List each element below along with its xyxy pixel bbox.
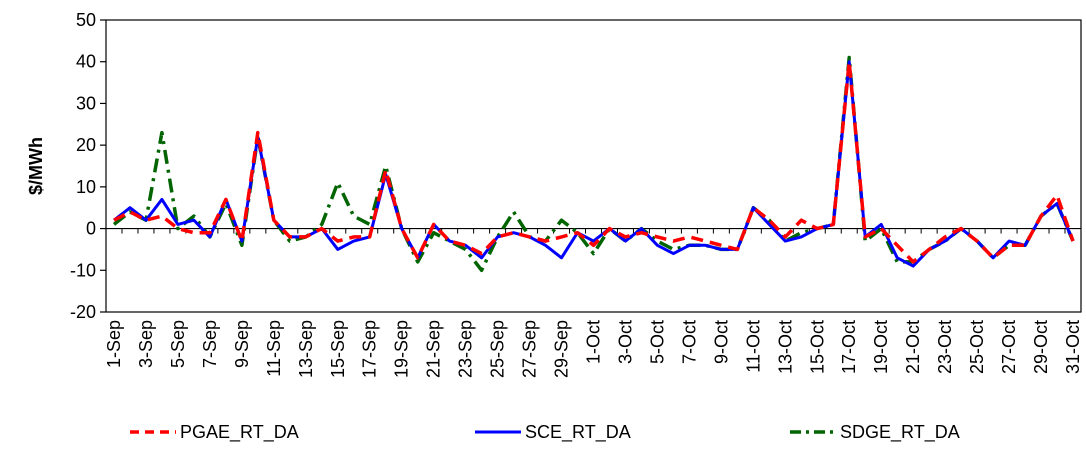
x-tick-label: 5-Oct	[647, 320, 667, 364]
y-axis-title: $/MWh	[26, 137, 46, 195]
y-tick-label: -20	[70, 302, 96, 322]
x-tick-label: 1-Oct	[584, 320, 604, 364]
x-tick-label: 25-Oct	[967, 320, 987, 374]
x-tick-label: 13-Oct	[775, 320, 795, 374]
x-tick-label: 21-Sep	[424, 320, 444, 378]
x-tick-label: 19-Sep	[392, 320, 412, 378]
y-axis: -20 -10 0 10 20 30 40 50	[70, 10, 106, 322]
x-tick-label: 21-Oct	[903, 320, 923, 374]
x-tick-label: 3-Oct	[615, 320, 635, 364]
x-tick-label: 11-Oct	[743, 320, 763, 373]
x-tick-label: 1-Sep	[104, 320, 124, 368]
y-tick-label: 40	[76, 52, 96, 72]
x-tick-label: 9-Oct	[711, 320, 731, 364]
x-tick-label: 5-Sep	[168, 320, 188, 368]
legend-label: SDGE_RT_DA	[840, 422, 960, 443]
legend: PGAE_RT_DA SCE_RT_DA SDGE_RT_DA	[130, 422, 960, 443]
x-tick-label: 9-Sep	[232, 320, 252, 368]
plot-frame	[105, 19, 1082, 313]
x-tick-label: 23-Oct	[935, 320, 955, 374]
y-tick-label: 30	[76, 93, 96, 113]
x-tick-label: 15-Sep	[328, 320, 348, 378]
x-tick-label: 31-Oct	[1063, 320, 1083, 374]
x-tick-label: 19-Oct	[871, 320, 891, 374]
y-tick-label: 10	[76, 177, 96, 197]
y-tick-label: -10	[70, 260, 96, 280]
x-tick-label: 27-Oct	[999, 320, 1019, 374]
series-line-pgae-rt-da	[113, 59, 1075, 264]
x-tick-label: 23-Sep	[456, 320, 476, 378]
x-tick-label: 11-Sep	[264, 320, 284, 377]
x-tick-label: 7-Sep	[200, 320, 220, 368]
plot-area	[105, 19, 1082, 313]
y-tick-label: 20	[76, 135, 96, 155]
x-tick-label: 17-Sep	[360, 320, 380, 378]
x-tick-label: 25-Sep	[488, 320, 508, 378]
x-tick-label: 3-Sep	[136, 320, 156, 368]
y-tick-label: 50	[76, 10, 96, 30]
legend-label: SCE_RT_DA	[525, 422, 631, 443]
x-tick-label: 29-Sep	[552, 320, 572, 378]
x-tick-label: 15-Oct	[807, 320, 827, 374]
x-tick-label: 17-Oct	[839, 320, 859, 374]
y-tick-label: 0	[86, 219, 96, 239]
x-tick-label: 27-Sep	[520, 320, 540, 378]
legend-label: PGAE_RT_DA	[180, 422, 299, 443]
x-axis: 1-Sep 3-Sep 5-Sep 7-Sep 9-Sep 11-Sep 13-Sep 15-…	[104, 227, 1083, 378]
series-layer	[112, 55, 1075, 273]
x-tick-label: 7-Oct	[679, 320, 699, 364]
x-tick-label: 29-Oct	[1031, 320, 1051, 374]
x-tick-label: 13-Sep	[296, 320, 316, 378]
